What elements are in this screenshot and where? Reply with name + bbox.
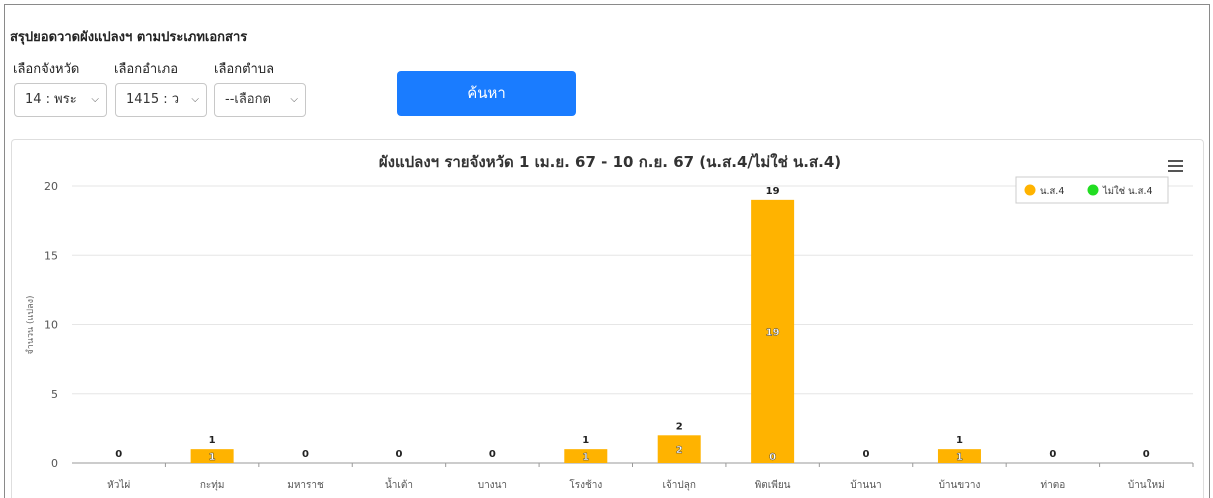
province-select[interactable]: 14 : พระ ⌵ (14, 83, 107, 117)
search-button[interactable]: ค้นหา (397, 71, 576, 116)
chevron-down-icon: ⌵ (290, 94, 298, 105)
subdistrict-label: เลือกตำบล (214, 62, 275, 77)
subdistrict-select[interactable]: --เลือกต ⌵ (214, 83, 306, 117)
subdistrict-select-value: --เลือกต (225, 92, 271, 107)
hamburger-icon[interactable] (1168, 160, 1183, 175)
province-label: เลือกจังหวัด (13, 62, 80, 77)
chevron-down-icon: ⌵ (191, 94, 199, 105)
page-title: สรุปยอดวาดผังแปลงฯ ตามประเภทเอกสาร (10, 30, 248, 45)
district-select[interactable]: 1415 : ว ⌵ (115, 83, 207, 117)
province-select-value: 14 : พระ (25, 92, 77, 107)
chevron-down-icon: ⌵ (91, 94, 99, 105)
district-label: เลือกอำเภอ (114, 62, 179, 77)
chart-panel (11, 139, 1204, 498)
district-select-value: 1415 : ว (126, 92, 180, 107)
